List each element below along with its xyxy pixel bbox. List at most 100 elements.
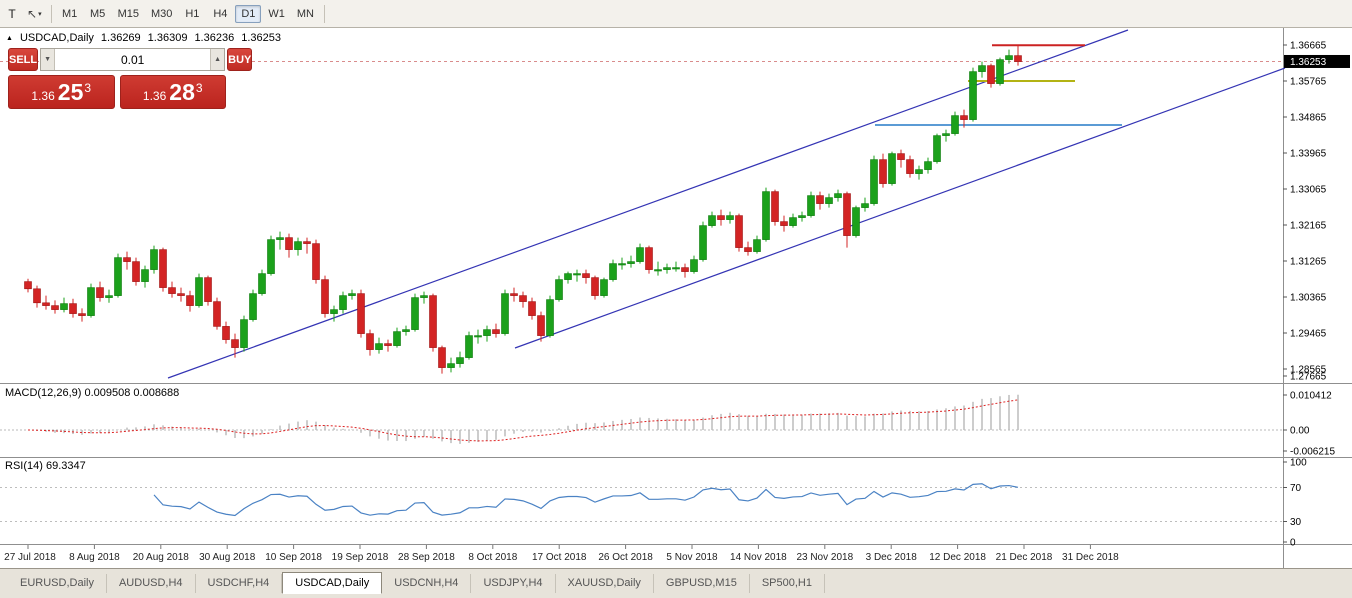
sell-quote-box[interactable]: 1.36 25 3: [8, 75, 115, 109]
chart-tab-USDCAD-Daily[interactable]: USDCAD,Daily: [282, 572, 383, 594]
candle-body: [627, 261, 635, 264]
chart-tab-USDCNH-H4[interactable]: USDCNH,H4: [382, 574, 472, 593]
date-axis-label: 14 Nov 2018: [730, 552, 787, 563]
trend-channel-line: [514, 67, 1286, 349]
date-axis-label: 8 Aug 2018: [69, 552, 120, 563]
candle-body: [708, 215, 716, 226]
candle-body: [195, 277, 203, 306]
candle-body: [393, 331, 401, 346]
timeframe-button-M15[interactable]: M15: [117, 7, 139, 20]
chart-ohlc-header: ▲ USDCAD,Daily 1.36269 1.36309 1.36236 1…: [6, 32, 281, 44]
candle-body: [582, 273, 590, 278]
sell-button[interactable]: SELL: [8, 48, 39, 71]
candle-body: [492, 329, 500, 334]
date-axis-label: 26 Oct 2018: [598, 552, 653, 563]
lot-size-input[interactable]: [55, 49, 211, 70]
chart-tab-AUDUSD-H4[interactable]: AUDUSD,H4: [107, 574, 196, 593]
timeframe-button-M5[interactable]: M5: [89, 7, 106, 20]
candle-body: [438, 347, 446, 368]
trend-channel-line: [167, 29, 1129, 379]
candle-body: [213, 301, 221, 327]
candle-body: [411, 297, 419, 330]
timeframe-button-M1[interactable]: M1: [61, 7, 78, 20]
buy-price-big: 28: [169, 79, 195, 105]
buy-button[interactable]: BUY: [227, 48, 253, 71]
candle-body: [348, 293, 356, 296]
candle-body: [483, 329, 491, 336]
cursor-icon: ↖: [27, 6, 38, 21]
candle-body: [1005, 55, 1013, 60]
macd-scale-label: 0.00: [1290, 426, 1310, 437]
candle-body: [591, 277, 599, 296]
candle-body: [726, 215, 734, 220]
candle-body: [933, 135, 941, 162]
rsi-line: [153, 483, 1019, 517]
candle-body: [1014, 55, 1022, 62]
chart-tab-USDJPY-H4[interactable]: USDJPY,H4: [471, 574, 556, 593]
ohlc-low: 1.36236: [194, 32, 235, 44]
candle-body: [321, 279, 329, 314]
candle-body: [789, 217, 797, 226]
timeframe-button-W1[interactable]: W1: [268, 7, 285, 20]
chart-tab-SP500-H1[interactable]: SP500,H1: [750, 574, 825, 593]
candle-body: [429, 295, 437, 348]
timeframe-button-H4[interactable]: H4: [213, 7, 228, 20]
timeframe-button-D1[interactable]: D1: [235, 4, 262, 23]
date-axis-label: 31 Dec 2018: [1062, 552, 1119, 563]
candle-body: [123, 257, 131, 262]
one-click-trade-panel: SELL ▼ ▲ BUY 1.36 25 3 1.36 28 3: [8, 48, 253, 109]
price-scale-label: 1.28565: [1290, 365, 1327, 376]
date-axis-label: 10 Sep 2018: [265, 552, 322, 563]
chart-tab-EURUSD-Daily[interactable]: EURUSD,Daily: [8, 574, 107, 593]
chart-tab-bar: EURUSD,Daily AUDUSD,H4 USDCHF,H4 USDCAD,Dai…: [0, 568, 1352, 598]
candle-body: [294, 241, 302, 250]
candle-body: [690, 259, 698, 272]
sell-price-big: 25: [57, 79, 84, 105]
candle-body: [654, 269, 662, 272]
candle-body: [231, 339, 239, 348]
candle-body: [168, 287, 176, 294]
candle-body: [915, 169, 923, 174]
date-axis-label: 21 Dec 2018: [996, 552, 1053, 563]
sell-price-pip: 3: [84, 81, 92, 95]
lot-increase-button[interactable]: ▲: [210, 49, 225, 70]
chart-tab-GBPUSD-M15[interactable]: GBPUSD,M15: [654, 574, 750, 593]
chart-tab-USDCHF-H4[interactable]: USDCHF,H4: [196, 574, 283, 593]
candle-body: [249, 293, 257, 320]
lot-size-control: ▼ ▲: [40, 48, 226, 71]
date-axis-label: 17 Oct 2018: [532, 552, 587, 563]
chevron-down-icon: ▾: [38, 10, 42, 18]
rsi-scale-label: 30: [1290, 517, 1302, 528]
buy-price-pip: 3: [195, 81, 203, 95]
candle-body: [699, 225, 707, 260]
chart-widget: 1.36665 1.35765 1.34865 1.33965 1.33065 1.321…: [0, 28, 1352, 568]
candle-body: [420, 295, 428, 298]
candle-body: [609, 263, 617, 280]
date-axis-label: 30 Aug 2018: [199, 552, 256, 563]
candle-body: [303, 241, 311, 244]
candle-body: [987, 65, 995, 84]
timeframe-button-MN[interactable]: MN: [296, 7, 314, 20]
candle-body: [132, 261, 140, 282]
candle-body: [960, 115, 968, 120]
toolbar-separator: [324, 4, 325, 23]
price-scale-label: 1.36665: [1290, 41, 1327, 52]
candle-body: [573, 273, 581, 276]
price-chart-canvas[interactable]: 1.36665 1.35765 1.34865 1.33965 1.33065 1.321…: [0, 28, 1352, 568]
chart-tab-XAUUSD-Daily[interactable]: XAUUSD,Daily: [556, 574, 654, 593]
rsi-indicator-label: RSI(14) 69.3347: [5, 460, 86, 472]
timeframe-button-M30[interactable]: M30: [150, 7, 173, 20]
candle-body: [177, 293, 185, 296]
top-toolbar: T ↖ ▾ M1 M5 M15 M30 H1 H4 D1 W1 MN: [0, 0, 1352, 28]
timeframe-button-H1[interactable]: H1: [185, 7, 200, 20]
candle-body: [645, 247, 653, 270]
candle-body: [375, 343, 383, 350]
cursor-tool-button[interactable]: ↖ ▾: [23, 5, 46, 23]
candle-body: [897, 153, 905, 160]
candle-body: [735, 215, 743, 248]
lot-decrease-button[interactable]: ▼: [41, 49, 56, 70]
buy-quote-box[interactable]: 1.36 28 3: [119, 75, 226, 109]
candle-body: [852, 207, 860, 236]
candle-body: [447, 363, 455, 368]
